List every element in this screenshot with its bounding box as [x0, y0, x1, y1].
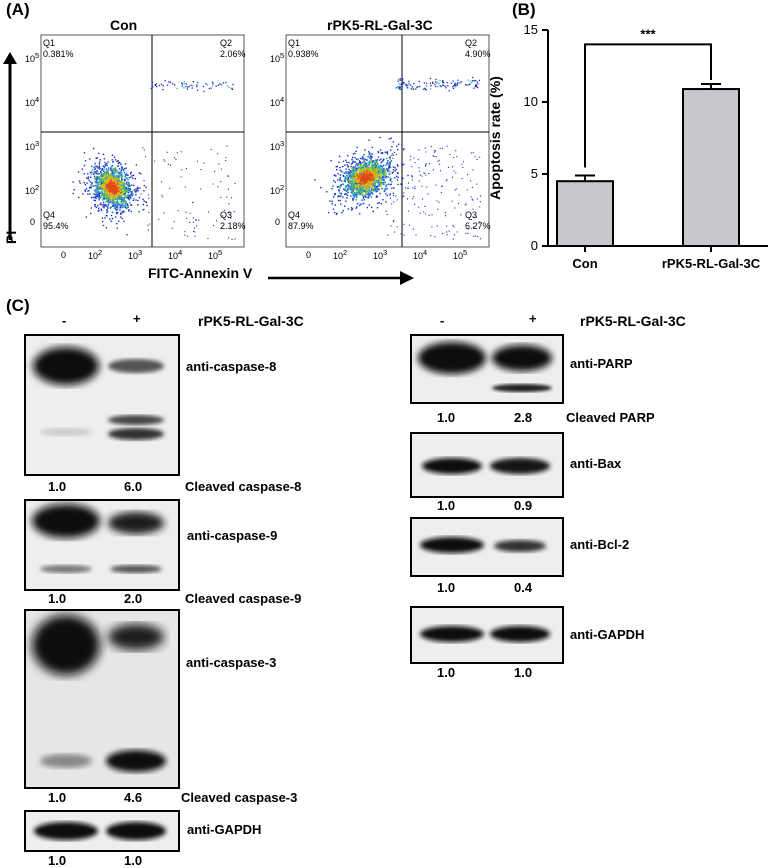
- antibody-label: anti-Bax: [570, 456, 622, 471]
- q3-label: Q3 6.27%: [465, 210, 491, 231]
- y-tick: 0: [275, 217, 281, 227]
- y-tick: 105: [25, 51, 40, 64]
- y-tick: 102: [270, 183, 285, 196]
- x-tick: 103: [373, 248, 388, 261]
- blot-gapdh-right: [410, 606, 564, 664]
- q1-label: Q1 0.381%: [43, 38, 74, 59]
- quant-value: 1.0: [48, 479, 67, 494]
- x-tick: 102: [333, 248, 348, 261]
- quant-value: 6.0: [124, 479, 143, 494]
- lane-minus: -: [440, 313, 445, 328]
- y-tick: 103: [25, 139, 40, 152]
- facs-scatter: [285, 34, 490, 248]
- y-tick: 105: [270, 51, 285, 64]
- quant-value: 1.0: [437, 580, 456, 595]
- blot-caption: Cleaved caspase-8: [185, 479, 302, 494]
- quant-value: 2.8: [514, 410, 533, 425]
- q4-label: Q4 87.9%: [288, 210, 314, 231]
- treatment-label: rPK5-RL-Gal-3C: [580, 313, 686, 329]
- lane-plus: +: [529, 311, 537, 326]
- x-tick: 102: [88, 248, 103, 261]
- panel-a-label: (A): [6, 0, 30, 19]
- apoptosis-bar-chart: 0 5 10 15 Apoptosis rate (%) Con rPK5-RL-Gal-3…: [487, 22, 768, 271]
- q4-label: Q4 95.4%: [43, 210, 69, 231]
- lane-minus: -: [62, 313, 67, 328]
- y-tick-label: 0: [531, 238, 538, 253]
- x-axis-label: FITC-Annexin V: [148, 265, 253, 281]
- y-tick: 104: [25, 95, 40, 108]
- bar: [682, 88, 740, 248]
- x-tick: 0: [306, 250, 312, 260]
- antibody-label: anti-caspase-9: [187, 528, 278, 543]
- blot-caspase-3: [24, 609, 180, 789]
- panel-c-label: (C): [6, 296, 30, 315]
- blot-caption: Cleaved PARP: [566, 410, 655, 425]
- x-tick: 104: [168, 248, 183, 261]
- y-axis-arrow: [3, 52, 17, 240]
- quant-value: 1.0: [48, 591, 67, 606]
- blot-caspase-8: [24, 334, 180, 476]
- facs-plot-treated: rPK5-RL-Gal-3C Q1 0.938% Q2 4.90% Q3 6.27% …: [245, 14, 495, 264]
- bar: [556, 180, 614, 247]
- q1-label: Q1 0.938%: [288, 38, 319, 59]
- blot-gapdh-left: [24, 810, 180, 852]
- x-axis-arrow: [268, 271, 414, 285]
- quant-value: 1.0: [437, 498, 456, 513]
- quant-value: 1.0: [437, 665, 456, 680]
- significance-bracket: [584, 43, 712, 168]
- panel-b-label: (B): [512, 0, 536, 19]
- quant-value: 1.0: [437, 410, 456, 425]
- x-tick: 105: [453, 248, 468, 261]
- y-axis-title: Apoptosis rate (%): [487, 76, 503, 200]
- facs-scatter: [40, 34, 245, 248]
- antibody-label: anti-caspase-3: [186, 655, 277, 670]
- x-tick-label: Con: [572, 256, 597, 271]
- blot-bax: [410, 432, 564, 498]
- y-tick-label: 15: [524, 22, 538, 37]
- blot-caspase-9: [24, 499, 180, 591]
- facs-title: Con: [110, 17, 138, 33]
- x-tick-label: rPK5-RL-Gal-3C: [662, 256, 761, 271]
- q3-label: Q3 2.18%: [220, 210, 246, 231]
- y-tick: 104: [270, 95, 285, 108]
- blot-caption: Cleaved caspase-9: [185, 591, 302, 606]
- y-tick: 0: [30, 217, 36, 227]
- quant-value: 1.0: [124, 853, 143, 868]
- y-tick: 103: [270, 139, 285, 152]
- antibody-label: anti-Bcl-2: [570, 537, 630, 552]
- y-tick-label: 10: [524, 94, 538, 109]
- antibody-label: anti-PARP: [570, 356, 633, 371]
- quant-value: 4.6: [124, 790, 143, 805]
- antibody-label: anti-GAPDH: [187, 822, 262, 837]
- y-tick-label: 5: [531, 166, 538, 181]
- q2-label: Q2 2.06%: [220, 38, 246, 59]
- x-tick: 104: [413, 248, 428, 261]
- facs-plot-con: Con Q1 0.381% Q2 2.06% Q3 2.18% Q4 95.4% 105…: [0, 14, 250, 264]
- quant-value: 0.9: [514, 498, 533, 513]
- facs-title: rPK5-RL-Gal-3C: [327, 17, 433, 33]
- quant-value: 2.0: [124, 591, 143, 606]
- blot-bcl-2: [410, 517, 564, 577]
- blot-caption: Cleaved caspase-3: [181, 790, 298, 805]
- quant-value: 1.0: [48, 853, 67, 868]
- lane-plus: +: [133, 311, 141, 326]
- quant-value: 0.4: [514, 580, 533, 595]
- treatment-label: rPK5-RL-Gal-3C: [198, 313, 304, 329]
- blot-parp: [410, 334, 564, 404]
- antibody-label: anti-caspase-8: [186, 359, 277, 374]
- x-tick: 0: [61, 250, 67, 260]
- x-tick: 103: [128, 248, 143, 261]
- antibody-label: anti-GAPDH: [570, 627, 645, 642]
- quant-value: 1.0: [514, 665, 533, 680]
- y-tick: 102: [25, 183, 40, 196]
- significance-stars: ***: [640, 26, 656, 41]
- quant-value: 1.0: [48, 790, 67, 805]
- x-tick: 105: [208, 248, 223, 261]
- q2-label: Q2 4.90%: [465, 38, 491, 59]
